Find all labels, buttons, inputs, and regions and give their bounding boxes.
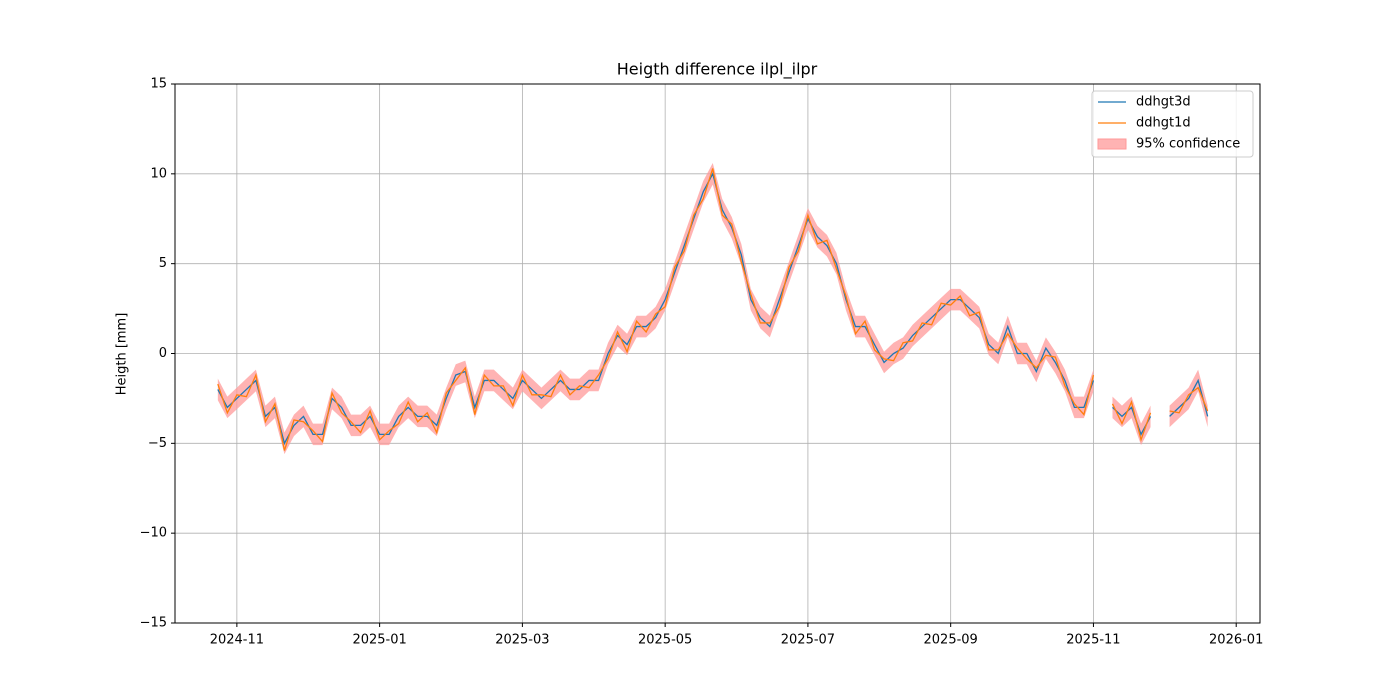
y-tick-label: −15: [140, 616, 167, 631]
x-tick-label: 2025-03: [495, 633, 549, 648]
x-tick-label: 2025-01: [352, 633, 406, 648]
y-tick-label: −5: [148, 436, 167, 451]
x-tick-label: 2025-07: [781, 633, 835, 648]
x-tick-label: 2025-11: [1066, 633, 1120, 648]
x-tick-label: 2024-11: [210, 633, 264, 648]
series-line: [217, 168, 1209, 451]
x-tick-label: 2026-01: [1209, 633, 1263, 648]
legend-label: ddhgt3d: [1136, 95, 1191, 110]
confidence-band: [217, 163, 1094, 455]
y-tick-label: 0: [159, 346, 167, 361]
y-tick-label: 10: [150, 166, 167, 181]
legend: ddhgt3d ddhgt1d 95% confidence: [1091, 90, 1254, 158]
plot-frame: [174, 83, 1261, 624]
legend-swatch: [1097, 138, 1127, 150]
y-tick-label: −10: [140, 526, 167, 541]
x-tick-label: 2025-09: [924, 633, 978, 648]
y-tick-label: 15: [150, 77, 167, 92]
legend-label: 95% confidence: [1136, 137, 1240, 152]
legend-box: [1091, 90, 1254, 158]
y-tick-label: 5: [159, 256, 167, 271]
y-axis-label: Heigth [mm]: [115, 313, 130, 396]
legend-label: ddhgt1d: [1136, 116, 1191, 131]
series-line: [217, 172, 1209, 446]
x-tick-label: 2025-05: [638, 633, 692, 648]
chart-title: Heigth difference ilpl_ilpr: [617, 60, 818, 80]
